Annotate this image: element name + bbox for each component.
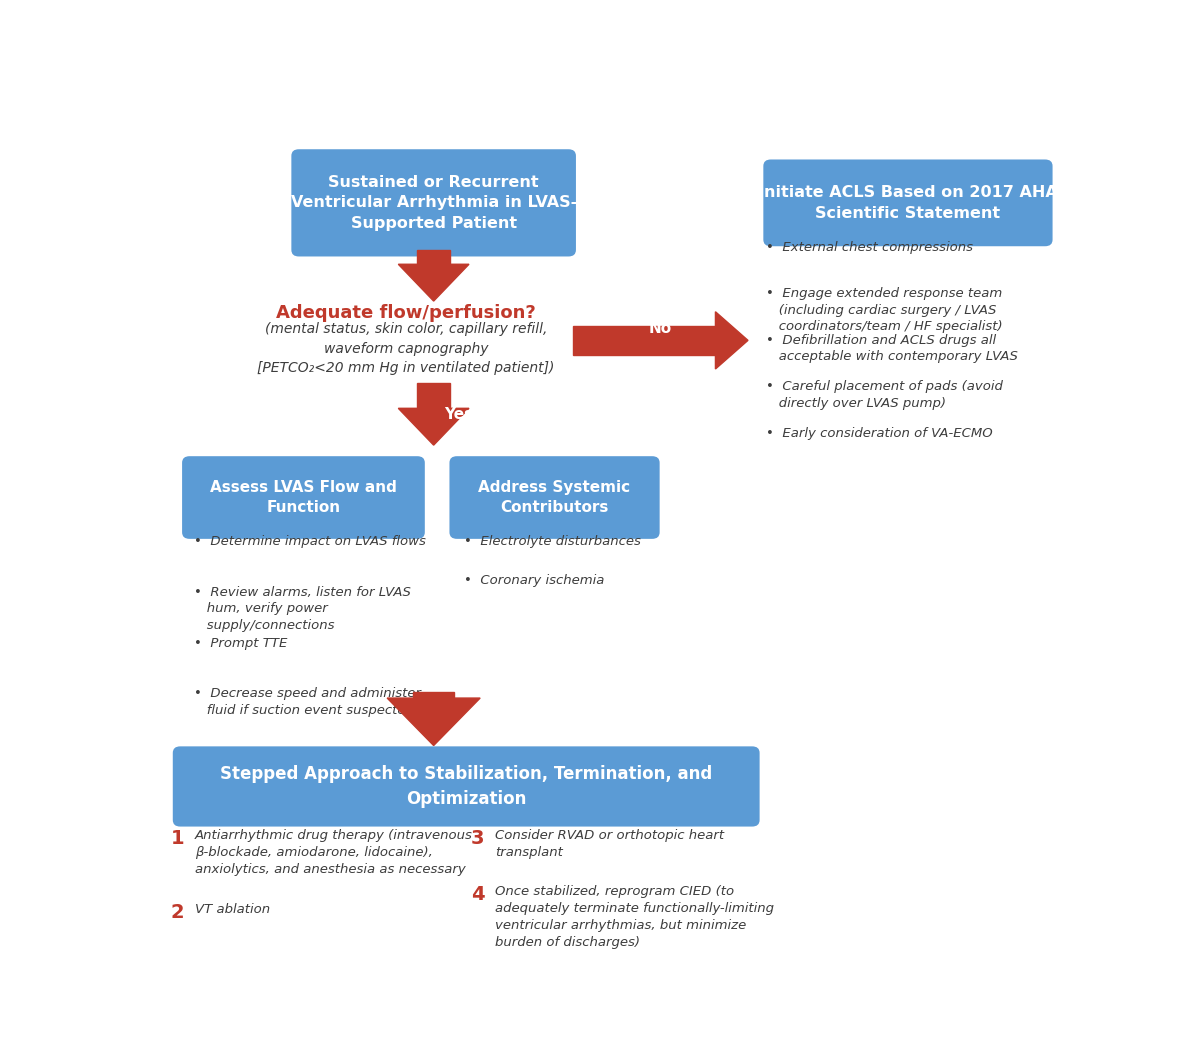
Text: •  Engage extended response team
   (including cardiac surgery / LVAS
   coordin: • Engage extended response team (includi… xyxy=(766,287,1002,333)
Text: 4: 4 xyxy=(470,884,485,904)
Text: Once stabilized, reprogram CIED (to
adequately terminate functionally-limiting
v: Once stabilized, reprogram CIED (to adeq… xyxy=(496,884,774,948)
Text: 1: 1 xyxy=(170,829,184,848)
Text: Consider RVAD or orthotopic heart
transplant: Consider RVAD or orthotopic heart transp… xyxy=(496,829,724,859)
Text: Assess LVAS Flow and
Function: Assess LVAS Flow and Function xyxy=(210,479,397,516)
Text: 2: 2 xyxy=(170,902,184,922)
Text: •  Careful placement of pads (avoid
   directly over LVAS pump): • Careful placement of pads (avoid direc… xyxy=(766,381,1002,410)
Text: •  Defibrillation and ACLS drugs all
   acceptable with contemporary LVAS: • Defibrillation and ACLS drugs all acce… xyxy=(766,334,1018,364)
Text: No: No xyxy=(649,321,672,336)
Text: Initiate ACLS Based on 2017 AHA
Scientific Statement: Initiate ACLS Based on 2017 AHA Scientif… xyxy=(758,185,1058,220)
Text: (mental status, skin color, capillary refill,
waveform capnography
[PETCO₂<20 mm: (mental status, skin color, capillary re… xyxy=(257,322,554,375)
Text: •  Determine impact on LVAS flows: • Determine impact on LVAS flows xyxy=(193,535,426,549)
Text: VT ablation: VT ablation xyxy=(194,902,270,915)
Text: •  Prompt TTE: • Prompt TTE xyxy=(193,637,287,649)
Text: •  External chest compressions: • External chest compressions xyxy=(766,240,973,253)
Text: •  Electrolyte disturbances: • Electrolyte disturbances xyxy=(464,535,641,549)
Text: Antiarrhythmic drug therapy (intravenous
β-blockade, amiodarone, lidocaine),
anx: Antiarrhythmic drug therapy (intravenous… xyxy=(194,829,473,876)
FancyBboxPatch shape xyxy=(292,149,576,256)
FancyBboxPatch shape xyxy=(173,746,760,827)
Polygon shape xyxy=(413,692,454,698)
Text: Stepped Approach to Stabilization, Termination, and
Optimization: Stepped Approach to Stabilization, Termi… xyxy=(220,765,713,808)
Text: Adequate flow/perfusion?: Adequate flow/perfusion? xyxy=(276,304,535,322)
FancyBboxPatch shape xyxy=(182,456,425,539)
Polygon shape xyxy=(398,408,469,445)
Text: Address Systemic
Contributors: Address Systemic Contributors xyxy=(479,479,631,516)
Polygon shape xyxy=(715,311,748,369)
Polygon shape xyxy=(574,325,715,355)
Text: •  Review alarms, listen for LVAS
   hum, verify power
   supply/connections: • Review alarms, listen for LVAS hum, ve… xyxy=(193,586,410,631)
Text: Yes: Yes xyxy=(444,406,473,422)
Polygon shape xyxy=(416,383,450,408)
Text: •  Decrease speed and administer
   fluid if suction event suspected: • Decrease speed and administer fluid if… xyxy=(193,688,421,716)
Polygon shape xyxy=(416,250,450,265)
Text: 3: 3 xyxy=(470,829,485,848)
Polygon shape xyxy=(398,265,469,301)
FancyBboxPatch shape xyxy=(450,456,660,539)
Text: Sustained or Recurrent
Ventricular Arrhythmia in LVAS-
Supported Patient: Sustained or Recurrent Ventricular Arrhy… xyxy=(290,175,577,231)
FancyBboxPatch shape xyxy=(763,159,1052,247)
Text: •  Coronary ischemia: • Coronary ischemia xyxy=(464,574,605,588)
Polygon shape xyxy=(388,698,480,745)
Text: •  Early consideration of VA-ECMO: • Early consideration of VA-ECMO xyxy=(766,427,992,440)
